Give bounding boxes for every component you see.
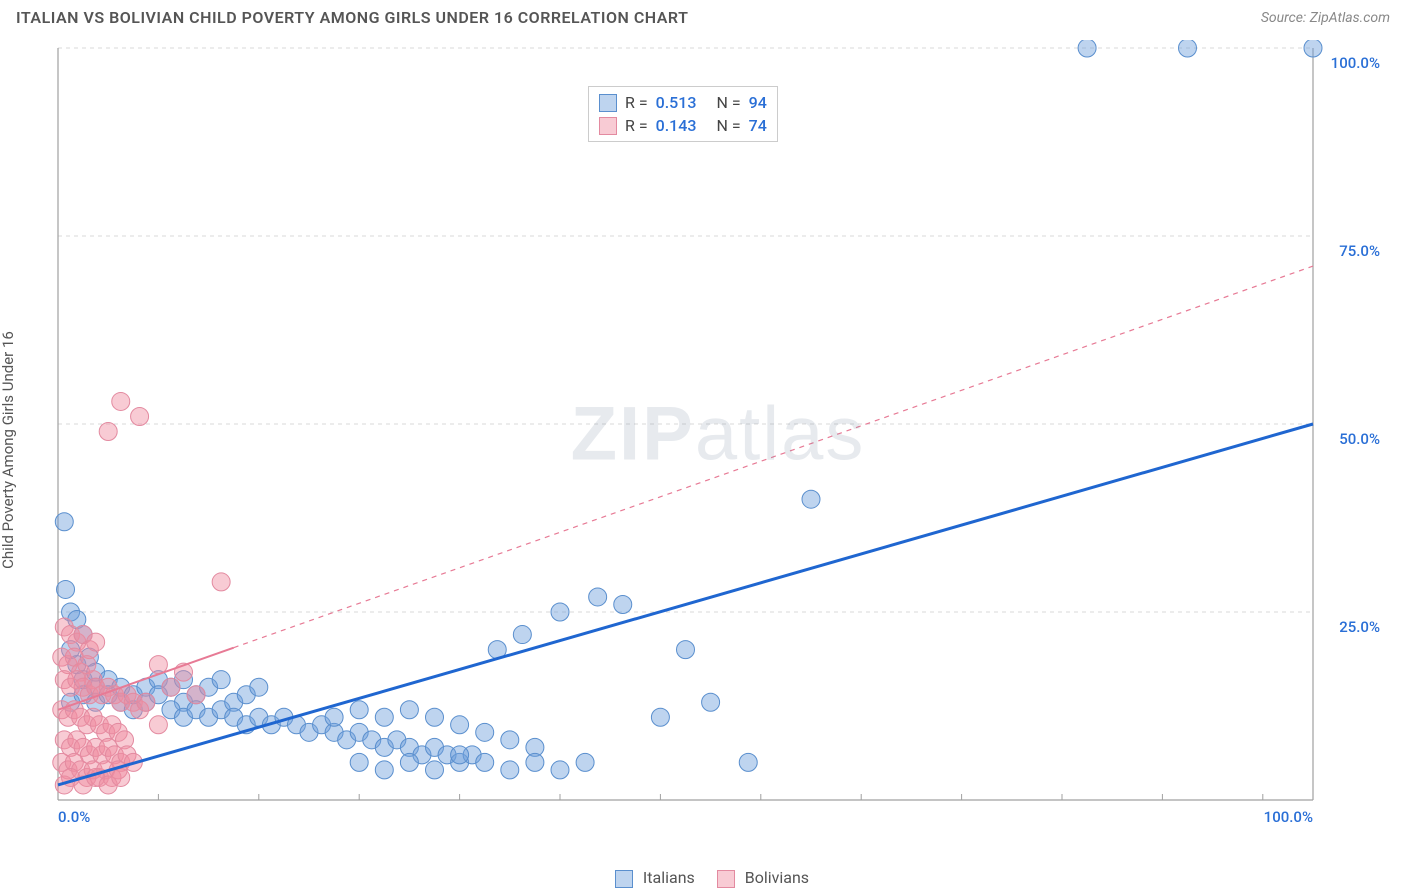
chart-title: ITALIAN VS BOLIVIAN CHILD POVERTY AMONG … <box>16 8 688 27</box>
svg-text:25.0%: 25.0% <box>1339 618 1380 636</box>
y-axis-label: Child Poverty Among Girls Under 16 <box>0 331 17 569</box>
series-legend: Italians Bolivians <box>0 868 1406 888</box>
stats-row-italians: R = 0.513 N = 94 <box>599 91 767 114</box>
legend-label-bolivians: Bolivians <box>745 868 809 887</box>
source-label: Source: ZipAtlas.com <box>1261 10 1390 26</box>
stats-legend: R = 0.513 N = 94 R = 0.143 N = 74 <box>588 86 778 142</box>
svg-text:100.0%: 100.0% <box>1331 54 1380 72</box>
svg-text:50.0%: 50.0% <box>1339 430 1380 448</box>
stats-row-bolivians: R = 0.143 N = 74 <box>599 114 767 137</box>
swatch-italians <box>599 94 617 112</box>
legend-swatch-italians <box>615 870 633 888</box>
svg-text:0.0%: 0.0% <box>58 808 90 826</box>
scatter-plot-svg: 25.0% 50.0% 75.0% 100.0% 0.0% 100.0% <box>48 40 1388 830</box>
svg-text:100.0%: 100.0% <box>1264 808 1313 826</box>
swatch-bolivians <box>599 117 617 135</box>
chart-area: Child Poverty Among Girls Under 16 25.0%… <box>48 40 1388 860</box>
legend-swatch-bolivians <box>717 870 735 888</box>
svg-text:75.0%: 75.0% <box>1339 242 1380 260</box>
legend-label-italians: Italians <box>643 868 695 887</box>
